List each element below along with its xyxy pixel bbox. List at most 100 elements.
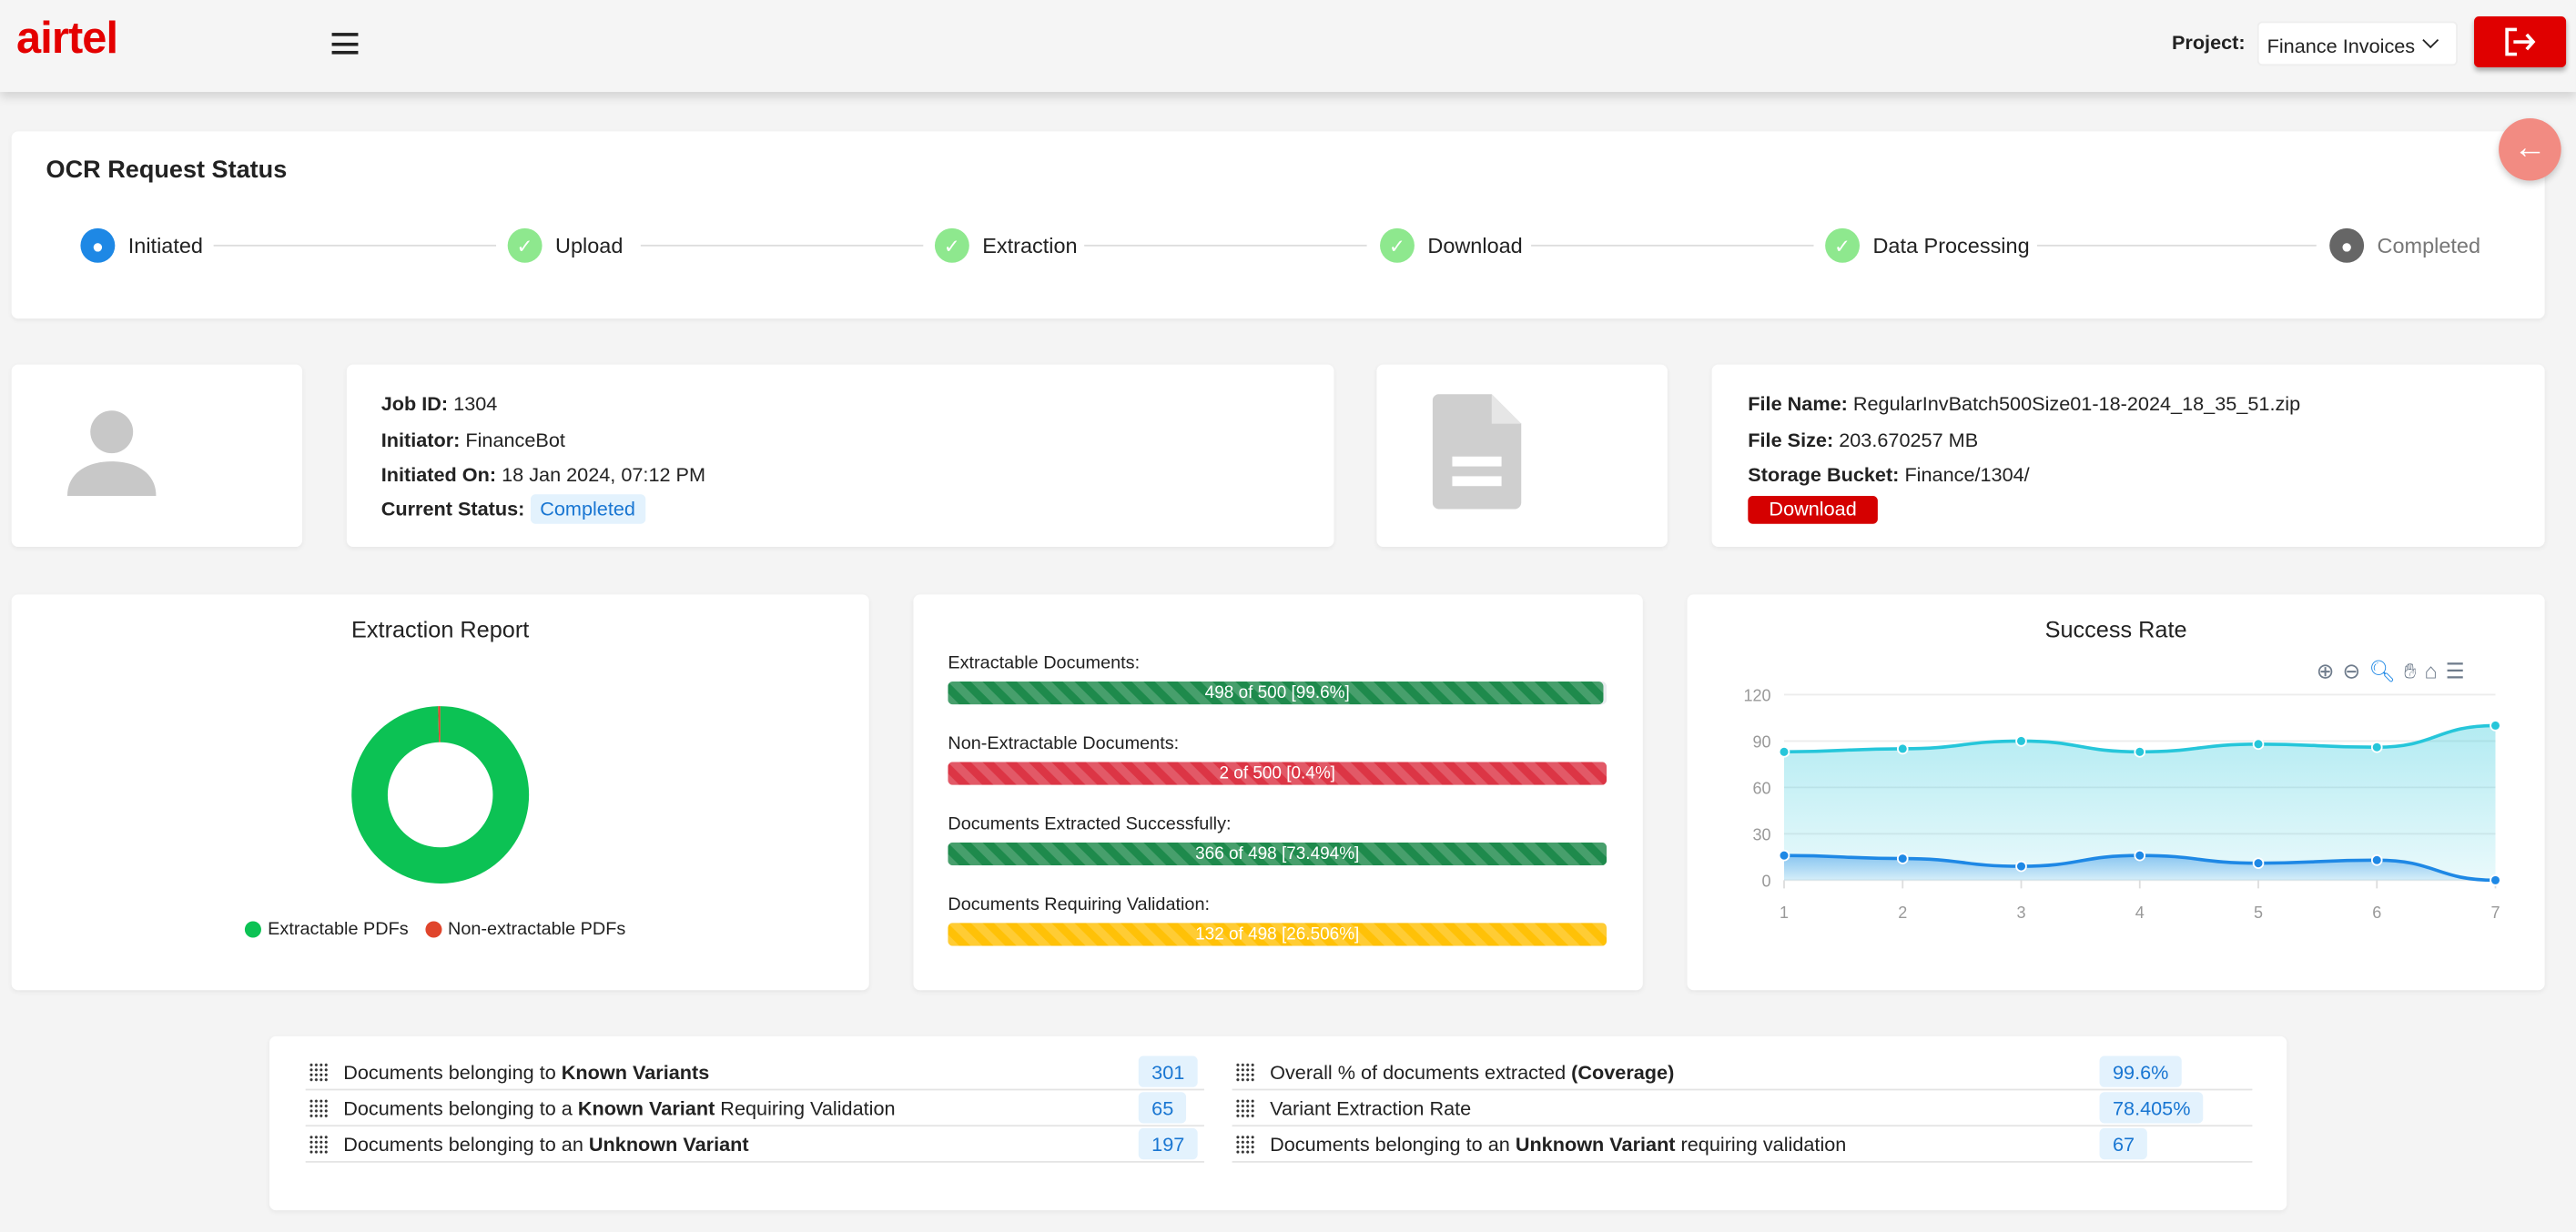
drag-grip-icon[interactable] (309, 1098, 329, 1119)
status-badge: Completed (530, 494, 645, 524)
hamburger-menu-icon[interactable] (331, 33, 359, 55)
zoom-in-icon[interactable]: ⊕ (2316, 658, 2335, 683)
legend-non-extractable[interactable]: Non-extractable PDFs (447, 919, 626, 940)
progress-fill (948, 762, 1607, 785)
x-tick-label: 2 (1898, 904, 1907, 922)
progress-bar: 366 of 498 [73.494%] (948, 842, 1607, 866)
stat-label: Documents belonging to an Unknown Varian… (343, 1133, 749, 1156)
home-reset-icon[interactable]: ⌂ (2424, 658, 2438, 683)
stat-value: 78.405% (2099, 1092, 2204, 1124)
stat-value: 197 (1138, 1127, 1198, 1160)
stat-label: Documents belonging to Known Variants (343, 1060, 710, 1085)
menu-icon[interactable]: ☰ (2445, 658, 2465, 683)
stat-row: Documents belonging to Known Variants 30… (305, 1055, 1204, 1091)
back-arrow-button[interactable]: ← (2499, 117, 2561, 181)
progress-text: 366 of 498 [73.494%] (1195, 843, 1360, 864)
legend-extractable[interactable]: Extractable PDFs (268, 919, 409, 940)
progress-bar: 498 of 500 [99.6%] (948, 681, 1607, 705)
step-upload: ✓ Upload (507, 227, 623, 263)
check-icon: ✓ (934, 227, 969, 263)
storage-bucket: Storage Bucket: Finance/1304/ (1748, 462, 2030, 487)
drag-grip-icon[interactable] (309, 1062, 329, 1083)
file-icon-card (1376, 364, 1668, 547)
data-point[interactable] (2134, 849, 2146, 862)
chart-toolbar: ⊕ ⊖ 🔍︎ ✋︎ ⌂ ☰ (2317, 659, 2465, 685)
top-header: airtel Project: Finance Invoices (0, 0, 2576, 93)
drag-grip-icon[interactable] (309, 1135, 329, 1155)
data-point[interactable] (2252, 738, 2265, 751)
data-point[interactable] (2370, 741, 2383, 753)
progress-fill (948, 681, 1605, 705)
logout-icon (2505, 27, 2536, 56)
legend-swatch-extractable (244, 921, 261, 938)
progress-fill (948, 842, 1607, 866)
initiated-on: Initiated On: 18 Jan 2024, 07:12 PM (380, 462, 706, 487)
donut-slice-1[interactable] (438, 706, 441, 742)
person-icon: ● (80, 227, 116, 263)
file-name: File Name: RegularInvBatch500Size01-18-2… (1748, 392, 2301, 416)
progress-fill (948, 923, 1607, 946)
file-size: File Size: 203.670257 MB (1748, 429, 1979, 452)
y-tick-label: 120 (1743, 687, 1770, 705)
progress-label: Documents Requiring Validation: (948, 894, 1211, 915)
avatar-icon (66, 410, 157, 497)
file-icon (1432, 394, 1522, 510)
check-icon: ✓ (1825, 227, 1861, 263)
stat-row: Variant Extraction Rate 78.405% (1232, 1090, 2253, 1127)
stat-row: Documents belonging to an Unknown Varian… (305, 1126, 1204, 1163)
success-rate-chart: 0 30 60 90 120 1 2 3 4 5 6 7 (1743, 687, 2501, 922)
stat-value: 99.6% (2099, 1055, 2182, 1087)
y-tick-label: 90 (1753, 733, 1771, 752)
x-tick-label: 5 (2254, 904, 2263, 922)
progress-bar: 2 of 500 [0.4%] (948, 762, 1607, 785)
y-tick-label: 30 (1753, 826, 1771, 844)
data-point[interactable] (2490, 720, 2501, 732)
data-point[interactable] (2015, 860, 2027, 873)
data-point[interactable] (2252, 857, 2265, 869)
progress-label: Extractable Documents: (948, 653, 1141, 673)
stat-row: Documents belonging to a Known Variant R… (305, 1090, 1204, 1127)
project-select[interactable]: Finance Invoices (2257, 21, 2458, 66)
zoom-out-icon[interactable]: ⊖ (2342, 658, 2361, 683)
pan-hand-icon[interactable]: ✋︎ (2404, 658, 2417, 683)
selection-zoom-icon[interactable]: 🔍︎ (2368, 658, 2396, 683)
data-point[interactable] (2134, 745, 2146, 758)
download-button[interactable]: Download (1748, 496, 1878, 524)
progress-bar: 132 of 498 [26.506%] (948, 923, 1607, 946)
arrow-left-icon: ← (2513, 129, 2547, 167)
data-point[interactable] (1778, 849, 1790, 862)
stat-label: Variant Extraction Rate (1270, 1096, 1472, 1120)
success-rate-title: Success Rate (2044, 615, 2187, 642)
donut-slice-0[interactable] (351, 706, 530, 884)
stat-label: Documents belonging to a Known Variant R… (343, 1096, 896, 1120)
ocr-status-card: OCR Request Status (11, 131, 2545, 319)
stat-value: 301 (1138, 1055, 1198, 1087)
x-tick-label: 7 (2490, 904, 2500, 922)
job-id: Job ID: 1304 (380, 392, 498, 416)
stat-label: Overall % of documents extracted (Covera… (1270, 1060, 1675, 1085)
data-point[interactable] (1896, 853, 1909, 864)
donut-chart (351, 706, 530, 884)
progress-text: 2 of 500 [0.4%] (1219, 763, 1335, 783)
logout-button[interactable] (2474, 16, 2567, 67)
drag-grip-icon[interactable] (1235, 1062, 1255, 1083)
data-point[interactable] (1896, 742, 1909, 755)
legend-swatch-non-extractable (424, 921, 441, 938)
airtel-logo[interactable]: airtel (16, 13, 118, 63)
progress-text: 132 of 498 [26.506%] (1195, 924, 1360, 944)
extraction-report-card: Extraction Report Extractable PDFs Non-e… (11, 594, 869, 991)
legend: Extractable PDFs Non-extractable PDFs (244, 919, 626, 940)
success-rate-card: Success Rate ⊕ ⊖ 🔍︎ ✋︎ ⌂ ☰ 0 30 60 90 120 1 2 3 4 5 6 7 (1687, 594, 2545, 991)
stat-label: Documents belonging to an Unknown Varian… (1270, 1133, 1847, 1156)
data-point[interactable] (2490, 874, 2501, 886)
data-point[interactable] (1778, 745, 1790, 758)
drag-grip-icon[interactable] (1235, 1135, 1255, 1155)
x-tick-label: 3 (2016, 904, 2025, 922)
drag-grip-icon[interactable] (1235, 1098, 1255, 1119)
data-point[interactable] (2370, 853, 2383, 866)
check-icon: ✓ (1380, 227, 1415, 263)
data-point[interactable] (2015, 735, 2027, 747)
progress-label: Non-Extractable Documents: (948, 733, 1180, 754)
avatar-card (11, 364, 303, 547)
check-icon: ✓ (507, 227, 543, 263)
